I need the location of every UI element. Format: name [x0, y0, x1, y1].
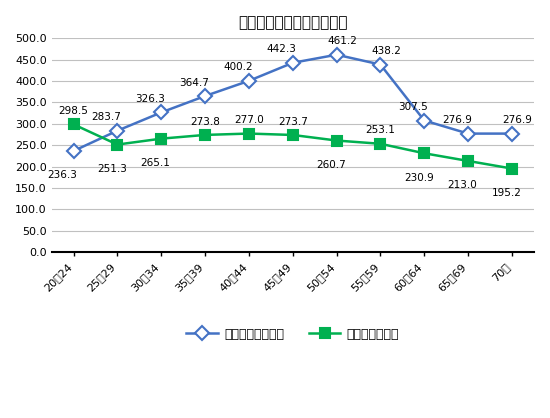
Text: 283.7: 283.7: [91, 112, 121, 122]
タクシー運転者: [202, 133, 208, 138]
Text: 442.3: 442.3: [267, 44, 296, 54]
全産業男性労働者: [289, 60, 296, 65]
Line: 全産業男性労働者: 全産業男性労働者: [69, 50, 517, 156]
Text: 236.3: 236.3: [47, 171, 78, 181]
Text: 253.1: 253.1: [366, 125, 395, 135]
Text: 260.7: 260.7: [316, 160, 346, 170]
タクシー運転者: [465, 158, 471, 163]
Text: 273.8: 273.8: [190, 117, 220, 127]
全産業男性労働者: [114, 128, 120, 133]
Text: 265.1: 265.1: [141, 158, 170, 168]
タクシー運転者: [158, 136, 164, 141]
タクシー運転者: [114, 142, 120, 147]
タクシー運転者: [70, 122, 77, 127]
タクシー運転者: [333, 138, 340, 143]
タクシー運転者: [246, 131, 252, 136]
全産業男性労働者: [202, 94, 208, 99]
Text: 213.0: 213.0: [448, 181, 477, 190]
Text: 400.2: 400.2: [223, 63, 252, 72]
Text: 230.9: 230.9: [404, 173, 433, 183]
Text: 364.7: 364.7: [179, 78, 209, 88]
タクシー運転者: [289, 133, 296, 138]
Text: 326.3: 326.3: [135, 94, 165, 104]
全産業男性労働者: [158, 110, 164, 115]
タクシー運転者: [377, 141, 384, 146]
全産業男性労働者: [465, 131, 471, 136]
Text: 461.2: 461.2: [327, 36, 357, 46]
Text: 276.9: 276.9: [503, 115, 532, 125]
Text: 251.3: 251.3: [97, 164, 126, 174]
Text: 307.5: 307.5: [398, 102, 428, 112]
全産業男性労働者: [421, 118, 427, 123]
全産業男性労働者: [509, 131, 515, 136]
全産業男性労働者: [70, 148, 77, 153]
Text: 277.0: 277.0: [234, 115, 264, 125]
Text: 195.2: 195.2: [492, 188, 521, 198]
タクシー運転者: [421, 151, 427, 156]
Line: タクシー運転者: タクシー運転者: [69, 120, 517, 173]
Legend: 全産業男性労働者, タクシー運転者: 全産業男性労働者, タクシー運転者: [182, 323, 404, 346]
全産業男性労働者: [377, 62, 384, 67]
全産業男性労働者: [333, 52, 340, 57]
Text: 273.7: 273.7: [278, 117, 307, 127]
全産業男性労働者: [246, 78, 252, 83]
Text: 298.5: 298.5: [59, 106, 89, 116]
Text: 276.9: 276.9: [442, 115, 472, 125]
Title: 年齢階級別月間給与の比較: 年齢階級別月間給与の比較: [238, 15, 348, 30]
Text: 438.2: 438.2: [371, 46, 401, 56]
タクシー運転者: [509, 166, 515, 171]
